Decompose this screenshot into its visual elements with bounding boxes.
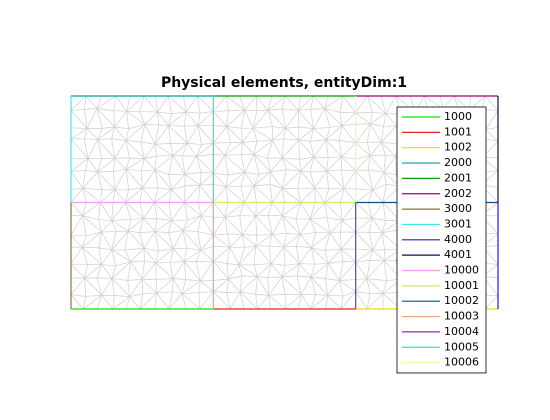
legend-label: 2002 [444, 187, 472, 200]
chart-title: Physical elements, entityDim:1 [161, 75, 407, 91]
legend-label: 1002 [444, 141, 472, 154]
legend-label: 2000 [444, 156, 472, 169]
legend-label: 4001 [444, 248, 472, 261]
legend-label: 1001 [444, 125, 472, 138]
legend-label: 4000 [444, 233, 472, 246]
legend-label: 10005 [444, 340, 479, 353]
legend-label: 10001 [444, 279, 479, 292]
legend-label: 10000 [444, 264, 479, 277]
legend-label: 10004 [444, 325, 479, 338]
legend-label: 2001 [444, 171, 472, 184]
legend-label: 10002 [444, 294, 479, 307]
legend-label: 1000 [444, 110, 472, 123]
legend-label: 3001 [444, 217, 472, 230]
legend-label: 3000 [444, 202, 472, 215]
legend-label: 10003 [444, 310, 479, 323]
legend-label: 10006 [444, 356, 479, 369]
